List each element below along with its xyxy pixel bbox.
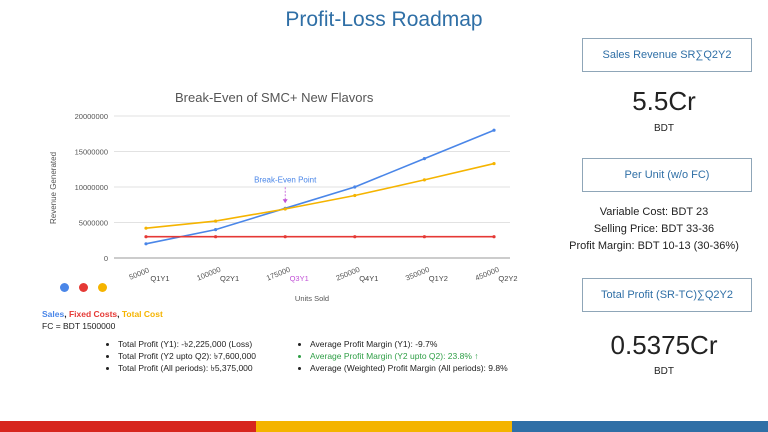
legend-total-cost: Total Cost [121, 309, 163, 319]
slide-title: Profit-Loss Roadmap [285, 8, 483, 31]
x-tick-label: 250000 [335, 265, 362, 283]
y-tick-label: 5000000 [79, 219, 108, 228]
data-point [353, 235, 357, 239]
legend-sales: Sales [42, 309, 65, 319]
x-axis-label: Units Sold [295, 294, 329, 303]
stat-total-profit-all: Total Profit (All periods): ৳5,375,000 [118, 362, 256, 374]
legend-sep-1: , [64, 309, 69, 319]
bottom-color-bar [0, 421, 768, 432]
sales-dot [60, 283, 69, 292]
legend-fixed-costs: Fixed Costs [68, 309, 118, 319]
data-point [144, 242, 148, 246]
data-point [492, 128, 496, 132]
series-line-sales [145, 129, 495, 245]
period-label: Q2Y2 [498, 274, 517, 283]
sales-revenue-box: Sales Revenue SR∑Q2Y2 [582, 38, 752, 72]
data-point [422, 178, 426, 182]
stat-total-profit-y1: Total Profit (Y1): -৳2,225,000 (Loss) [118, 338, 256, 350]
period-label: Q1Y2 [429, 274, 448, 283]
per-unit-details: Variable Cost: BDT 23 Selling Price: BDT… [540, 204, 768, 255]
data-point [144, 235, 148, 239]
x-tick-label: 175000 [265, 265, 292, 283]
series-line-total-cost [145, 162, 495, 229]
period-label: Q3Y1 [290, 274, 309, 283]
total-cost-dot [98, 283, 107, 292]
y-tick-label: 15000000 [75, 148, 108, 157]
y-tick-label: 0 [104, 254, 108, 263]
data-point [214, 219, 218, 223]
profit-stats-list: Total Profit (Y1): -৳2,225,000 (Loss) To… [104, 338, 256, 374]
total-profit-unit: BDT [654, 366, 674, 377]
data-point [492, 161, 496, 166]
stat-avg-margin-y1: Average Profit Margin (Y1): -9.7% [310, 338, 508, 350]
data-point [283, 207, 287, 211]
x-tick-label: 100000 [195, 265, 222, 283]
chart-title: Break-Even of SMC+ New Flavors [175, 90, 374, 105]
legend-sep-2: , [117, 309, 122, 319]
sales-revenue-unit: BDT [654, 123, 674, 134]
margin-stats-list: Average Profit Margin (Y1): -9.7% Averag… [296, 338, 508, 374]
x-tick-label: 450000 [474, 265, 501, 283]
stat-avg-margin-y2: Average Profit Margin (Y2 upto Q2): 23.8… [310, 350, 508, 362]
x-tick-label: 50000 [128, 266, 151, 282]
fixed-cost-note: FC = BDT 1500000 [42, 321, 116, 331]
bottom-bar-blue [512, 421, 768, 432]
period-label: Q2Y1 [220, 274, 239, 283]
data-point [144, 226, 148, 230]
bottom-bar-yellow [256, 421, 512, 432]
total-profit-value: 0.5375Cr [610, 330, 718, 360]
y-axis-label: Revenue Generated [49, 152, 58, 224]
data-point [214, 228, 218, 232]
legend-dots [60, 283, 107, 292]
stat-weighted-margin: Average (Weighted) Profit Margin (All pe… [310, 362, 508, 374]
data-point [492, 235, 496, 239]
sales-revenue-value: 5.5Cr [632, 86, 696, 116]
data-point [283, 235, 287, 239]
data-point [353, 185, 357, 189]
series-legend: Sales, Fixed Costs, Total Cost [42, 309, 163, 319]
data-point [422, 157, 426, 161]
stat-total-profit-y2: Total Profit (Y2 upto Q2): ৳7,600,000 [118, 350, 256, 362]
period-label: Q1Y1 [150, 274, 169, 283]
y-tick-label: 10000000 [75, 183, 108, 192]
y-tick-label: 20000000 [75, 112, 108, 121]
break-even-arrow-head [282, 199, 288, 204]
profit-margin: Profit Margin: BDT 10-13 (30-36%) [569, 240, 739, 252]
total-profit-box: Total Profit (SR-TC)∑Q2Y2 [582, 278, 752, 312]
period-label: Q4Y1 [359, 274, 378, 283]
variable-cost: Variable Cost: BDT 23 [599, 206, 709, 218]
fixed-costs-dot [79, 283, 88, 292]
break-even-label: Break-Even Point [254, 175, 317, 184]
x-tick-label: 350000 [404, 265, 431, 283]
data-point [353, 193, 357, 198]
data-point [422, 235, 426, 239]
selling-price: Selling Price: BDT 33-36 [593, 223, 715, 235]
bottom-bar-red [0, 421, 256, 432]
data-point [214, 235, 218, 239]
per-unit-box: Per Unit (w/o FC) [582, 158, 752, 192]
